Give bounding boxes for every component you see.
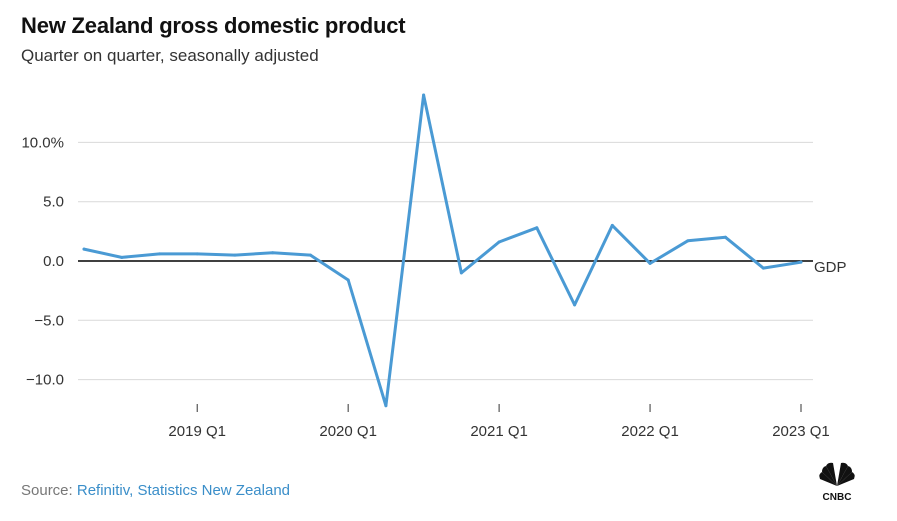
x-tick-label: 2021 Q1 <box>470 423 528 440</box>
data-point <box>233 253 237 257</box>
y-tick-label: −10.0 <box>26 372 64 389</box>
data-point <box>573 303 577 307</box>
data-point <box>686 239 690 243</box>
y-tick-label: 0.0 <box>43 253 64 270</box>
source-link[interactable]: Refinitiv, Statistics New Zealand <box>76 482 291 499</box>
series-line-gdp <box>82 93 803 408</box>
cnbc-logo-text: CNBC <box>823 492 852 502</box>
source-note: Source: Refinitiv, Statistics New Zealan… <box>21 482 290 499</box>
cnbc-peacock-icon: CNBC <box>819 462 855 502</box>
y-tick-label: 10.0% <box>21 134 64 151</box>
data-point <box>271 251 275 255</box>
data-point <box>308 253 312 257</box>
data-point <box>799 260 803 264</box>
chart-title: New Zealand gross domestic product <box>21 13 406 38</box>
x-tick-label: 2019 Q1 <box>168 423 226 440</box>
data-point <box>761 266 765 270</box>
x-tick-label: 2023 Q1 <box>772 423 830 440</box>
data-point <box>82 247 86 251</box>
line-chart: 10.0% 5.0 0.0 −5.0 −10.0 2019 Q1 2020 Q1 2021 Q… <box>21 93 847 440</box>
x-tick-label: 2020 Q1 <box>319 423 377 440</box>
data-point <box>724 235 728 239</box>
data-point <box>648 261 652 265</box>
data-point <box>497 240 501 244</box>
data-point <box>120 255 124 259</box>
data-point <box>157 252 161 256</box>
data-point <box>610 223 614 227</box>
data-point <box>195 252 199 256</box>
chart-subtitle: Quarter on quarter, seasonally adjusted <box>21 46 319 65</box>
x-tick-label: 2022 Q1 <box>621 423 679 440</box>
data-point <box>422 93 426 97</box>
source-prefix: Source: <box>21 482 77 499</box>
data-point <box>459 271 463 275</box>
data-point <box>535 226 539 230</box>
series-label-gdp: GDP <box>814 259 847 276</box>
y-tick-label: −5.0 <box>34 312 64 329</box>
data-point <box>384 404 388 408</box>
data-point <box>346 278 350 282</box>
y-tick-label: 5.0 <box>43 194 64 211</box>
